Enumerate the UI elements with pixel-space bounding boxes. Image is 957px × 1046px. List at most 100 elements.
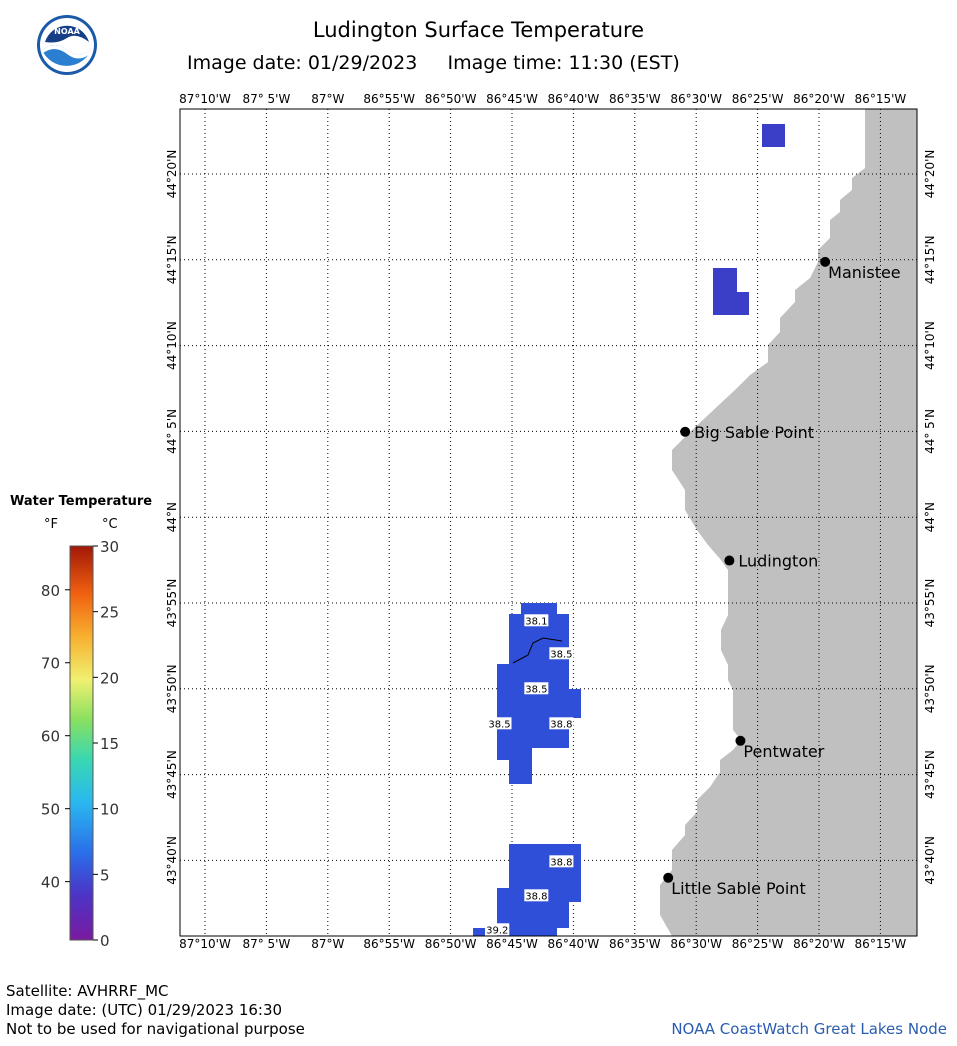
- lat-label-right: 44°15'N: [923, 235, 937, 284]
- place-label: Manistee: [828, 263, 901, 282]
- svg-text:38.8: 38.8: [550, 719, 572, 730]
- legend-tick-c: 5: [100, 866, 110, 884]
- legend-tick-f: 40: [41, 874, 60, 892]
- lon-label-bottom: 86°25'W: [732, 937, 784, 951]
- temperature-label: 39.2: [485, 923, 510, 936]
- lat-label-left: 44°20'N: [165, 150, 179, 199]
- place-marker: Big Sable Point: [680, 423, 814, 442]
- lon-label-bottom: 86°35'W: [609, 937, 661, 951]
- svg-text:38.5: 38.5: [550, 649, 572, 660]
- lat-label-right: 44°20'N: [923, 150, 937, 199]
- lon-label-bottom: 86°45'W: [486, 937, 538, 951]
- place-markers: Manistee Big Sable Point Ludington Pentwate…: [663, 256, 901, 898]
- lat-label-left: 43°50'N: [165, 664, 179, 713]
- svg-text:38.5: 38.5: [488, 719, 510, 730]
- place-marker: Little Sable Point: [663, 872, 806, 898]
- image-datetime: Image date: 01/29/2023 Image time: 11:30…: [187, 52, 680, 74]
- legend-tick-c: 20: [100, 669, 119, 687]
- lat-label-right: 44°N: [923, 502, 937, 532]
- lon-label-top: 86°30'W: [670, 92, 722, 106]
- temperature-label: 38.8: [549, 717, 574, 730]
- place-marker: Manistee: [820, 256, 901, 282]
- lon-label-top: 86°25'W: [732, 92, 784, 106]
- temperature-label: 38.1: [524, 614, 549, 627]
- page-title: Ludington Surface Temperature: [312, 18, 645, 42]
- lat-label-left: 44°10'N: [165, 321, 179, 370]
- lat-label-left: 44°15'N: [165, 235, 179, 284]
- legend-tick-c: 30: [100, 538, 119, 556]
- temperature-label: 38.8: [549, 855, 574, 868]
- lon-label-top: 86°40'W: [548, 92, 600, 106]
- place-marker: Ludington: [724, 552, 818, 571]
- isotherm-line: [512, 637, 563, 664]
- place-label: Ludington: [738, 552, 818, 571]
- noaa-logo: NOAA: [37, 15, 97, 75]
- lon-label-top: 87° 5'W: [242, 92, 290, 106]
- map-frame: [179, 108, 918, 937]
- legend-tick-c: 0: [100, 932, 110, 950]
- temperature-label: 38.8: [524, 889, 549, 902]
- temperature-label: 38.5: [524, 682, 549, 695]
- lat-label-right: 43°50'N: [923, 664, 937, 713]
- legend-unit-f: °F: [44, 517, 58, 532]
- temperature-label: 38.5: [549, 647, 574, 660]
- legend-tick-f: 70: [41, 655, 60, 673]
- lon-label-top: 86°35'W: [609, 92, 661, 106]
- svg-text:38.1: 38.1: [525, 616, 547, 627]
- legend-tick-f: 80: [41, 582, 60, 600]
- place-label: Little Sable Point: [671, 879, 806, 898]
- lon-label-bottom: 86°30'W: [670, 937, 722, 951]
- lat-label-left: 43°55'N: [165, 579, 179, 628]
- legend-tick-c: 15: [100, 735, 119, 753]
- utc-date: Image date: (UTC) 01/29/2023 16:30: [6, 1001, 283, 1019]
- lat-label-right: 43°40'N: [923, 836, 937, 885]
- legend-tick-f: 50: [41, 801, 60, 819]
- lat-label-right: 44°10'N: [923, 321, 937, 370]
- lon-label-top: 86°20'W: [793, 92, 845, 106]
- color-bar: [69, 545, 94, 941]
- source-node: NOAA CoastWatch Great Lakes Node: [671, 1020, 947, 1038]
- place-label: Pentwater: [743, 742, 824, 761]
- temperature-labels: 38.1 38.5 38.5 38.5 38.8 38.8 38.8 39.2: [485, 614, 574, 936]
- legend-tick-c: 10: [100, 801, 119, 819]
- longitude-labels: 87°10'W 87°10'W 87° 5'W 87° 5'W 87°W 87°W 86°5…: [179, 92, 906, 951]
- legend-tick-c: 25: [100, 604, 119, 622]
- place-label: Big Sable Point: [694, 423, 814, 442]
- lon-label-bottom: 86°15'W: [855, 937, 907, 951]
- disclaimer: Not to be used for navigational purpose: [6, 1020, 305, 1038]
- legend-tick-f: 60: [41, 728, 60, 746]
- lon-label-bottom: 87°W: [311, 937, 344, 951]
- lon-label-top: 87°10'W: [179, 92, 231, 106]
- lon-label-bottom: 86°50'W: [425, 937, 477, 951]
- sst-cell: [713, 268, 749, 315]
- svg-text:38.8: 38.8: [525, 891, 547, 902]
- svg-text:39.2: 39.2: [486, 925, 508, 936]
- place-marker: Pentwater: [735, 735, 825, 761]
- lon-label-bottom: 86°40'W: [548, 937, 600, 951]
- logo-text: NOAA: [54, 27, 80, 36]
- sst-cell: [473, 928, 485, 936]
- lat-label-right: 43°55'N: [923, 579, 937, 628]
- lat-label-left: 44°N: [165, 502, 179, 532]
- lat-label-left: 43°40'N: [165, 836, 179, 885]
- temperature-label: 38.5: [487, 717, 512, 730]
- latitude-labels: 44°20'N 44°20'N 44°15'N 44°15'N 44°10'N 44°10…: [165, 150, 937, 885]
- svg-text:38.5: 38.5: [525, 684, 547, 695]
- lon-label-bottom: 87°10'W: [179, 937, 231, 951]
- lat-label-left: 44° 5'N: [165, 409, 179, 454]
- legend-unit-c: °C: [102, 517, 118, 532]
- lon-label-bottom: 86°55'W: [363, 937, 415, 951]
- land-area: [660, 109, 917, 936]
- lon-label-bottom: 87° 5'W: [242, 937, 290, 951]
- satellite-name: Satellite: AVHRRF_MC: [6, 982, 169, 1000]
- sst-cells-north: [713, 124, 785, 315]
- lon-label-top: 87°W: [311, 92, 344, 106]
- lat-label-right: 43°45'N: [923, 750, 937, 799]
- svg-text:38.8: 38.8: [550, 857, 572, 868]
- lon-label-top: 86°15'W: [855, 92, 907, 106]
- sst-cell: [762, 124, 785, 147]
- lat-label-left: 43°45'N: [165, 750, 179, 799]
- legend-title: Water Temperature: [10, 494, 153, 509]
